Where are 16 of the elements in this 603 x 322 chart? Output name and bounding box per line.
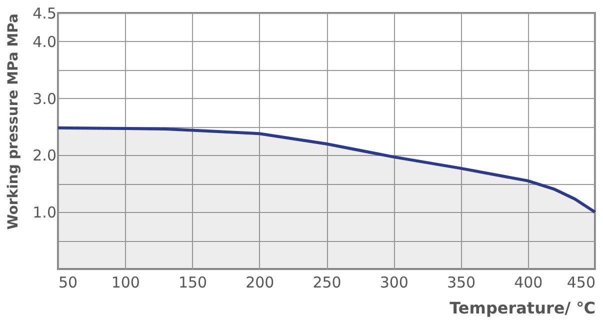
- y-axis-title: Working pressure MPa MPa: [6, 14, 22, 230]
- y-tick-label: 1.0: [32, 204, 56, 222]
- x-tick-label: 150: [178, 274, 208, 292]
- x-axis-title: Temperature/ ℃: [450, 298, 596, 318]
- x-tick-label: 350: [446, 274, 476, 292]
- x-tick-label: 450: [566, 274, 596, 292]
- x-tick-label: 300: [380, 274, 408, 292]
- y-tick-label: 2.0: [32, 146, 56, 165]
- x-tick-label: 100: [111, 274, 140, 292]
- y-tick-label: 4.0: [32, 32, 56, 51]
- x-tick-label: 250: [312, 274, 342, 292]
- y-tick-label: 4.5: [32, 4, 56, 22]
- x-tick-label: 200: [246, 274, 274, 292]
- y-tick-label: 3.0: [32, 90, 56, 108]
- x-tick-label: 50: [58, 274, 78, 292]
- x-tick-label: 400: [514, 274, 543, 292]
